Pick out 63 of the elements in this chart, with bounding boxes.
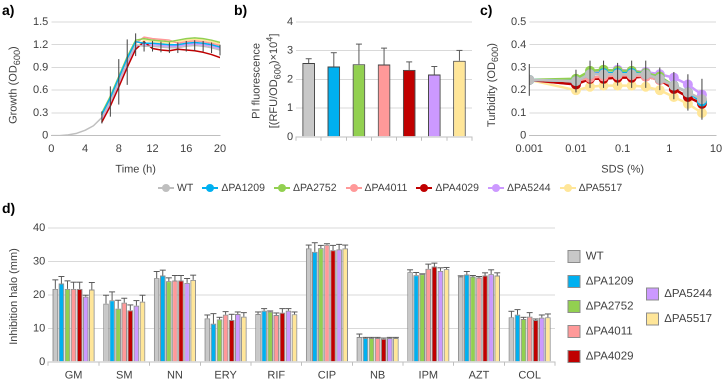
y-tick-label: 1.5	[32, 16, 48, 28]
y-tick-label: 0	[42, 130, 48, 142]
y-tick-label: 1	[286, 102, 294, 114]
x-tick-label: 1	[666, 143, 672, 156]
legend-label: ΔPA5244	[664, 288, 713, 300]
y-tick-label: 0.1	[510, 106, 526, 119]
x-axis-title: Time (h)	[115, 163, 156, 176]
x-tick-label: 12	[146, 143, 159, 156]
y-tick-label: 2	[286, 73, 294, 86]
y-tick-label: 0.9	[32, 61, 48, 74]
x-tick-label: IPM	[418, 369, 438, 382]
chart-title: c)	[480, 2, 492, 18]
legend-label: ΔPA4029	[586, 350, 634, 363]
x-tick-label: NN	[166, 369, 183, 382]
legend-label: WT	[177, 182, 194, 194]
legend-label: ΔPA5244	[506, 182, 551, 194]
x-tick-label: AZT	[468, 369, 490, 382]
y-tick-label: 30	[32, 255, 46, 268]
y-tick-label: 0.6	[32, 84, 48, 96]
y-tick-label: 4	[286, 16, 294, 28]
legend-label: ΔPA4011	[586, 326, 633, 338]
y-axis-title: Inhibition halo (mm)	[8, 248, 21, 345]
legend-label: WT	[586, 250, 604, 263]
x-tick-label: 16	[180, 143, 192, 156]
chart-title: d)	[2, 200, 16, 216]
y-tick-label: 0.3	[510, 61, 526, 74]
y-tick-label: 40	[32, 222, 46, 234]
y-tick-label: 0.4	[510, 38, 526, 51]
legend-label: ΔPA1209	[221, 182, 265, 194]
y-tick-label: 10	[32, 322, 46, 334]
x-tick-label: GM	[64, 369, 82, 382]
legend-label: ΔPA4029	[435, 182, 479, 194]
x-tick-label: RIF	[267, 369, 286, 382]
x-tick-label: 20	[214, 143, 226, 156]
x-tick-label: 0.1	[614, 143, 630, 156]
legend-label: ΔPA1209	[586, 276, 634, 288]
chart-title: a)	[2, 2, 14, 18]
y-tick-label: 0	[520, 130, 526, 142]
legend-label: ΔPA2752	[586, 300, 634, 313]
x-tick-label: CIP	[318, 369, 336, 382]
y-tick-label: 20	[32, 288, 46, 301]
x-tick-label: 8	[116, 143, 122, 156]
chart-title: b)	[234, 2, 248, 18]
y-tick-label: 3	[286, 44, 294, 57]
x-tick-label: SM	[116, 369, 132, 382]
x-tick-label: ERY	[214, 369, 238, 382]
x-tick-label: 10	[710, 143, 722, 156]
x-axis-title: SDS (%)	[601, 163, 644, 176]
x-tick-label: 0.01	[565, 143, 587, 156]
y-tick-label: 0.2	[510, 84, 526, 96]
x-tick-label: NB	[370, 369, 386, 382]
legend-label: ΔPA5517	[664, 313, 712, 326]
y-tick-label: 0	[286, 130, 294, 143]
y-tick-label: 1.2	[32, 38, 48, 51]
y-tick-label: 0.3	[32, 106, 48, 119]
legend-label: ΔPA2752	[292, 182, 337, 194]
x-tick-label: COL	[518, 369, 541, 382]
x-tick-label: 0.001	[516, 143, 544, 156]
x-tick-label: 4	[82, 143, 88, 156]
y-tick-label: 0.5	[510, 16, 526, 28]
y-tick-label: 0	[39, 356, 46, 368]
legend-label: ΔPA4011	[364, 182, 408, 194]
legend-label: ΔPA5517	[578, 182, 622, 194]
